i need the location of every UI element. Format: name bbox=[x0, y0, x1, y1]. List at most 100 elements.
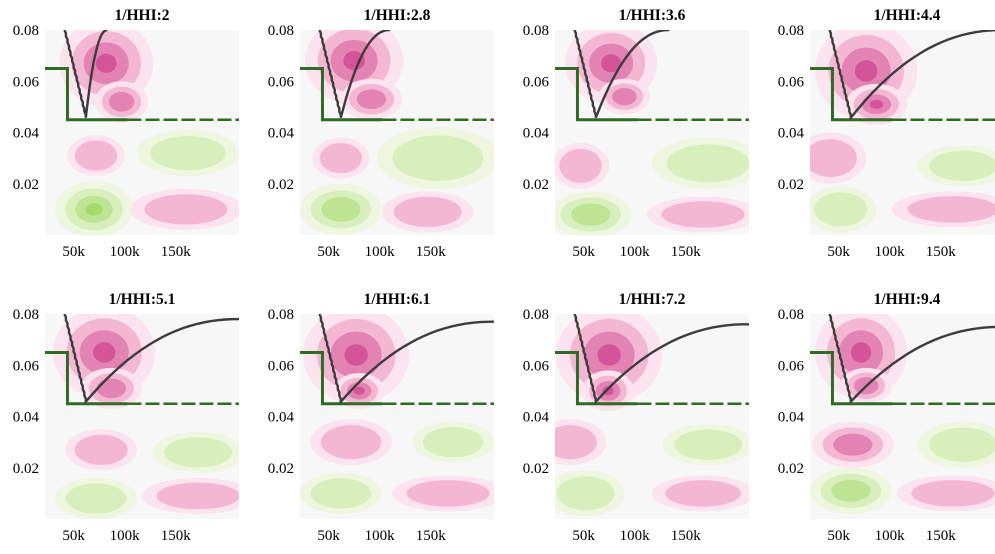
x-tick-label: 50k bbox=[827, 244, 850, 260]
x-tick-label: 150k bbox=[161, 528, 192, 544]
x-tick-label: 150k bbox=[671, 528, 702, 544]
panel-title: 1/HHI:5.1 bbox=[109, 291, 176, 308]
x-tick-label: 50k bbox=[317, 528, 340, 544]
boundary-line bbox=[555, 66, 638, 122]
positive-contour bbox=[612, 88, 637, 106]
chart-panel: 1/HHI:5.1 0.08 0.06 0.04 0.02 50k 100k 150k bbox=[0, 284, 244, 554]
x-tick-label: 100k bbox=[620, 244, 651, 260]
chart-panel: 1/HHI:2 0.08 0.06 0.04 0.02 50k 100k 150k bbox=[0, 0, 244, 270]
heatmap-svg: 1/HHI:6.1 0.08 0.06 0.04 0.02 50k 100k 150k bbox=[268, 291, 494, 544]
y-tick-label: 0.08 bbox=[523, 307, 549, 323]
threshold-curve bbox=[318, 30, 390, 119]
positive-contour bbox=[406, 480, 490, 507]
positive-contour bbox=[74, 140, 118, 171]
y-tick-label: 0.08 bbox=[268, 23, 294, 39]
negative-contour bbox=[150, 135, 226, 171]
heatmap-svg: 1/HHI:2.8 0.08 0.06 0.04 0.02 50k 100k 150k bbox=[268, 7, 494, 260]
boundary-line bbox=[555, 350, 638, 406]
positive-contour bbox=[156, 482, 239, 510]
y-tick-label: 0.06 bbox=[268, 358, 295, 374]
y-tick-label: 0.08 bbox=[13, 23, 39, 39]
negative-contour bbox=[310, 478, 372, 509]
y-tick-label: 0.04 bbox=[523, 126, 550, 142]
chart-panel: 1/HHI:4.4 0.08 0.06 0.04 0.02 50k 100k 150k bbox=[765, 0, 995, 270]
x-tick-label: 50k bbox=[62, 528, 85, 544]
chart-panel: 1/HHI:7.2 0.08 0.06 0.04 0.02 50k 100k 150k bbox=[510, 284, 754, 554]
panel-title: 1/HHI:4.4 bbox=[874, 7, 941, 24]
y-tick-label: 0.02 bbox=[778, 461, 804, 477]
y-tick-label: 0.06 bbox=[523, 74, 550, 90]
negative-contour bbox=[571, 203, 611, 226]
x-tick-label: 150k bbox=[416, 244, 447, 260]
heatmap-svg: 1/HHI:3.6 0.08 0.06 0.04 0.02 50k 100k 150k bbox=[523, 7, 749, 260]
boundary-line bbox=[45, 350, 128, 406]
heatmap-svg: 1/HHI:2 0.08 0.06 0.04 0.02 50k 100k 150k bbox=[13, 7, 239, 260]
boundary-line bbox=[300, 350, 383, 406]
panel-title: 1/HHI:7.2 bbox=[619, 291, 686, 308]
x-tick-label: 150k bbox=[161, 244, 192, 260]
y-tick-label: 0.08 bbox=[523, 23, 549, 39]
x-tick-label: 50k bbox=[827, 528, 850, 544]
y-tick-label: 0.04 bbox=[778, 410, 805, 426]
positive-contour bbox=[559, 148, 602, 183]
x-tick-label: 100k bbox=[875, 528, 906, 544]
positive-contour bbox=[320, 425, 382, 460]
positive-contour bbox=[869, 99, 884, 109]
negative-contour bbox=[831, 479, 871, 502]
negative-contour bbox=[65, 483, 127, 514]
x-tick-label: 100k bbox=[110, 244, 141, 260]
threshold-curve bbox=[63, 30, 108, 118]
y-tick-label: 0.02 bbox=[778, 177, 804, 193]
positive-contour bbox=[356, 89, 387, 110]
positive-contour bbox=[344, 344, 368, 366]
y-tick-label: 0.08 bbox=[778, 307, 804, 323]
negative-contour bbox=[929, 427, 995, 462]
threshold-curve bbox=[828, 314, 995, 405]
boundary-line bbox=[300, 66, 383, 122]
negative-contour bbox=[556, 476, 615, 511]
positive-contour bbox=[907, 196, 995, 223]
x-tick-label: 150k bbox=[926, 244, 957, 260]
positive-contour bbox=[850, 342, 872, 363]
boundary-line bbox=[45, 66, 128, 122]
x-tick-label: 150k bbox=[926, 528, 957, 544]
positive-contour bbox=[74, 434, 128, 465]
panel-title: 1/HHI:2 bbox=[114, 7, 169, 24]
x-tick-label: 50k bbox=[62, 244, 85, 260]
x-tick-label: 100k bbox=[110, 528, 141, 544]
panel-title: 1/HHI:2.8 bbox=[364, 7, 431, 24]
y-tick-label: 0.04 bbox=[13, 126, 40, 142]
negative-contour bbox=[929, 150, 995, 181]
y-tick-label: 0.06 bbox=[13, 358, 40, 374]
threshold-curve bbox=[828, 30, 995, 122]
boundary-line bbox=[810, 66, 893, 122]
y-tick-label: 0.06 bbox=[523, 358, 550, 374]
chart-panel: 1/HHI:3.6 0.08 0.06 0.04 0.02 50k 100k 150k bbox=[510, 0, 754, 270]
x-tick-label: 100k bbox=[365, 528, 396, 544]
y-tick-label: 0.02 bbox=[268, 461, 294, 477]
positive-contour bbox=[661, 201, 745, 228]
negative-contour bbox=[422, 426, 484, 458]
heatmap-svg: 1/HHI:9.4 0.08 0.06 0.04 0.02 50k 100k 150k bbox=[778, 291, 995, 544]
chart-panel: 1/HHI:9.4 0.08 0.06 0.04 0.02 50k 100k 150k bbox=[765, 284, 995, 554]
positive-contour bbox=[911, 480, 995, 507]
y-tick-label: 0.04 bbox=[13, 410, 40, 426]
y-tick-label: 0.06 bbox=[13, 74, 40, 90]
y-tick-label: 0.02 bbox=[523, 461, 549, 477]
x-tick-label: 50k bbox=[572, 244, 595, 260]
positive-contour bbox=[95, 53, 117, 73]
chart-panel: 1/HHI:6.1 0.08 0.06 0.04 0.02 50k 100k 150k bbox=[255, 284, 499, 554]
y-tick-label: 0.06 bbox=[778, 74, 805, 90]
y-tick-label: 0.04 bbox=[268, 410, 295, 426]
panel-title: 1/HHI:3.6 bbox=[619, 7, 686, 24]
x-tick-label: 150k bbox=[671, 244, 702, 260]
x-tick-label: 100k bbox=[365, 244, 396, 260]
y-tick-label: 0.08 bbox=[13, 307, 39, 323]
positive-contour bbox=[144, 194, 228, 225]
heatmap-svg: 1/HHI:5.1 0.08 0.06 0.04 0.02 50k 100k 150k bbox=[13, 291, 239, 544]
negative-contour bbox=[666, 144, 749, 183]
negative-contour bbox=[164, 437, 233, 468]
y-tick-label: 0.08 bbox=[778, 23, 804, 39]
threshold-curve bbox=[573, 30, 670, 119]
y-tick-label: 0.06 bbox=[778, 358, 805, 374]
